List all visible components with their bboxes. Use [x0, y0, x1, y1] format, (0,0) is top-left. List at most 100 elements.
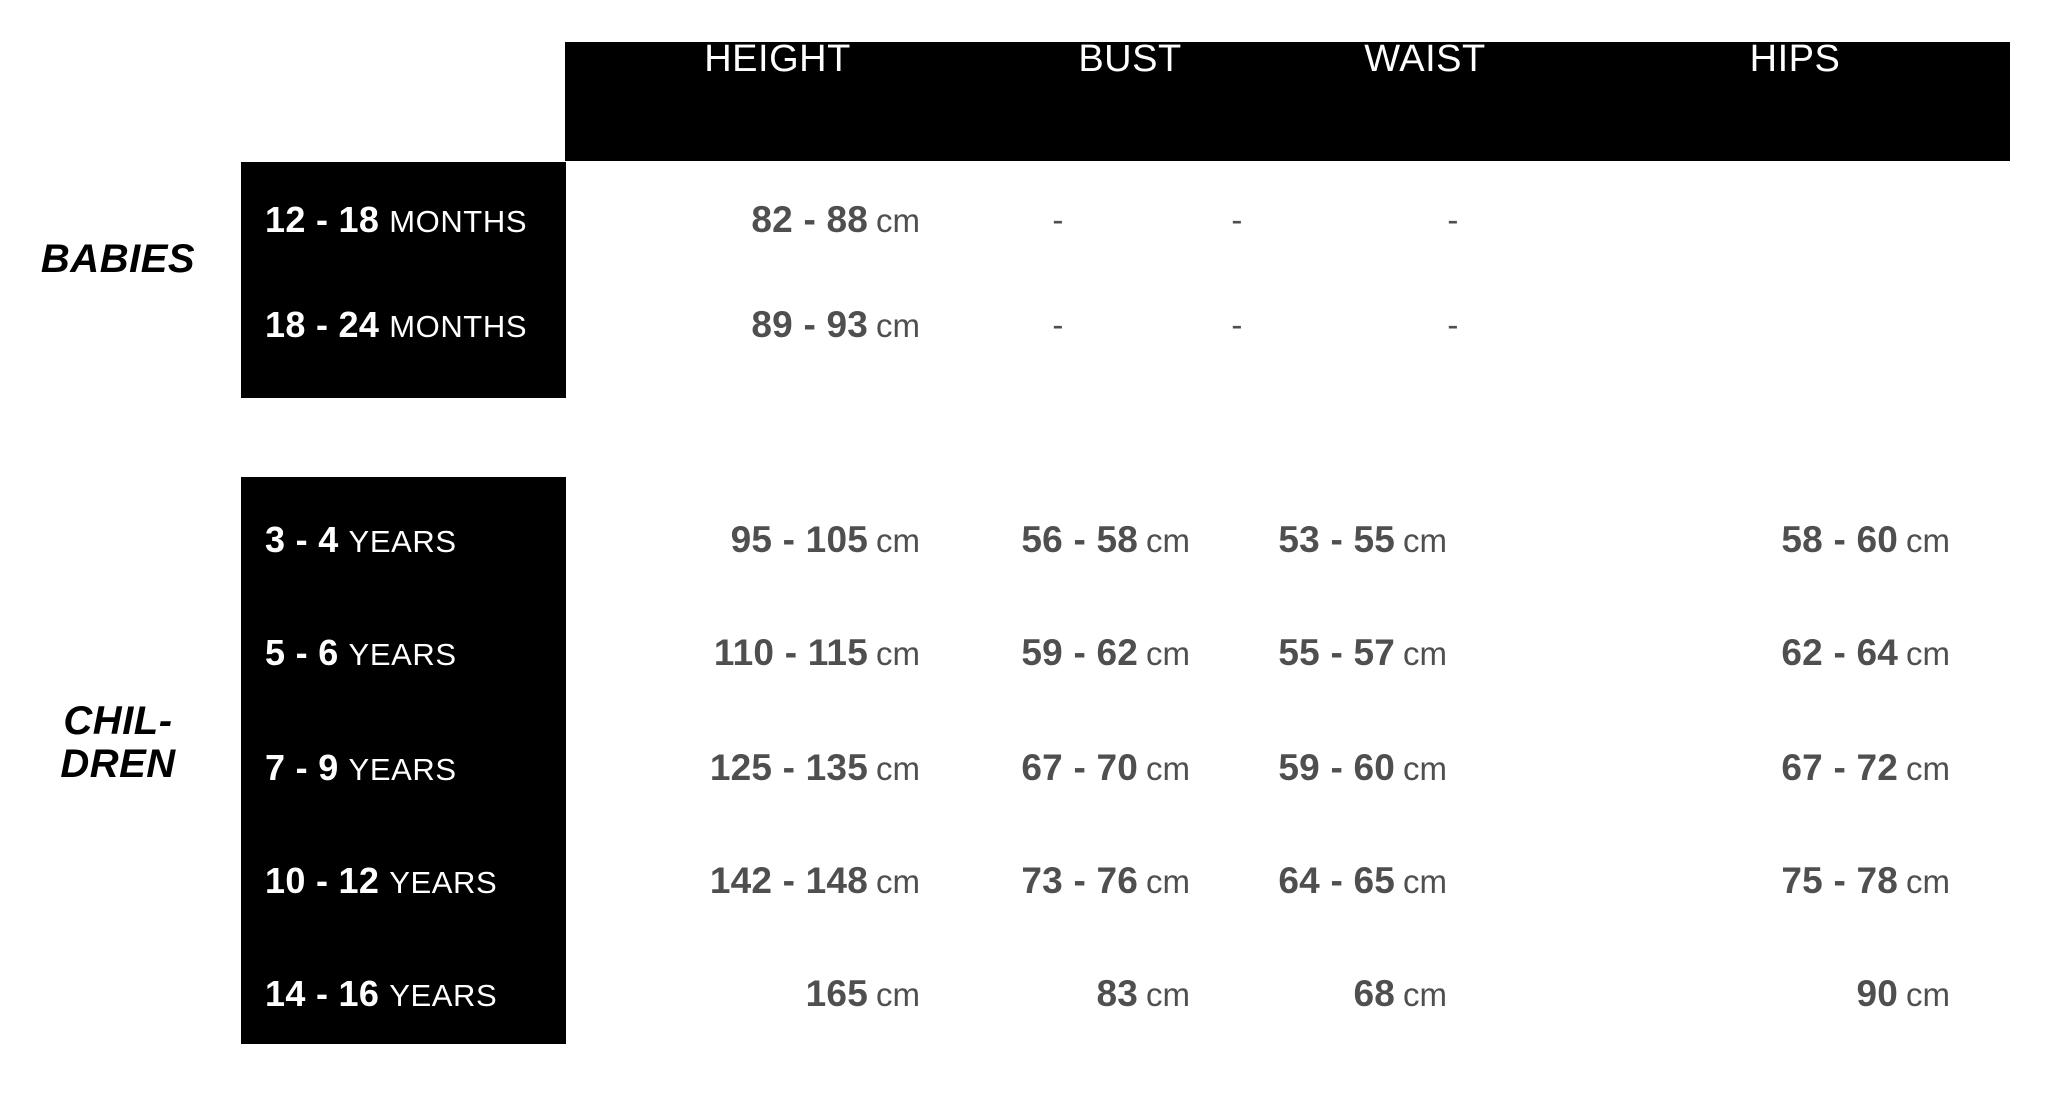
table-header-bar [565, 42, 2010, 161]
data-cell-hips: 75 - 78 cm [1580, 860, 1950, 902]
group-caption-children: CHIL- DREN [60, 699, 176, 787]
data-cell-bust: 56 - 58 cm [990, 519, 1190, 561]
measurement-value: 82 - 88 [751, 199, 868, 240]
measurement-unit: cm [876, 863, 920, 900]
measurement-unit: cm [1403, 863, 1447, 900]
measurement-value: 62 - 64 [1781, 632, 1898, 673]
measurement-value: 110 - 115 [713, 632, 868, 673]
measurement-value: 56 - 58 [1021, 519, 1138, 560]
age-label: 14 - 16 YEARS [265, 973, 497, 1015]
column-header-hips: HIPS [1749, 38, 1841, 80]
data-cell-waist: - [1231, 306, 1242, 344]
measurement-unit: cm [1906, 522, 1950, 559]
measurement-value: 59 - 62 [1021, 632, 1138, 673]
measurement-unit: cm [1403, 635, 1447, 672]
measurement-unit: cm [1403, 522, 1447, 559]
data-cell-hips: 67 - 72 cm [1580, 747, 1950, 789]
measurement-unit: cm [876, 522, 920, 559]
age-label: 3 - 4 YEARS [265, 519, 457, 561]
measurement-unit: cm [876, 635, 920, 672]
measurement-value: 125 - 135 [709, 747, 868, 788]
measurement-unit: cm [1146, 863, 1190, 900]
age-range: 12 - 18 [265, 199, 380, 240]
measurement-value: 58 - 60 [1781, 519, 1898, 560]
data-cell-bust: 67 - 70 cm [990, 747, 1190, 789]
age-label: 7 - 9 YEARS [265, 747, 457, 789]
measurement-unit: cm [1906, 976, 1950, 1013]
measurement-value: 53 - 55 [1278, 519, 1395, 560]
measurement-value: - [1447, 201, 1459, 238]
measurement-value: 68 [1353, 973, 1395, 1014]
data-cell-hips: - [1447, 201, 1458, 239]
measurement-unit: cm [876, 202, 920, 239]
measurement-value: 59 - 60 [1278, 747, 1395, 788]
data-cell-waist: 55 - 57 cm [1270, 632, 1447, 674]
measurement-unit: cm [1906, 863, 1950, 900]
data-cell-hips: 62 - 64 cm [1580, 632, 1950, 674]
age-label: 10 - 12 YEARS [265, 860, 497, 902]
measurement-value: - [1052, 306, 1064, 343]
measurement-value: 142 - 148 [709, 860, 868, 901]
data-cell-bust: 73 - 76 cm [990, 860, 1190, 902]
measurement-unit: cm [1906, 750, 1950, 787]
column-header-bust: BUST [1078, 38, 1182, 80]
data-cell-hips: 58 - 60 cm [1580, 519, 1950, 561]
data-cell-hips: 90 cm [1580, 973, 1950, 1015]
column-header-height: HEIGHT [704, 38, 851, 80]
measurement-value: - [1231, 201, 1243, 238]
measurement-unit: cm [1403, 750, 1447, 787]
data-cell-height: 95 - 105 cm [565, 519, 920, 561]
data-cell-hips: - [1447, 306, 1458, 344]
age-label: 5 - 6 YEARS [265, 632, 457, 674]
data-cell-waist: 64 - 65 cm [1270, 860, 1447, 902]
data-cell-height: 125 - 135 cm [565, 747, 920, 789]
data-cell-height: 89 - 93 cm [565, 304, 920, 346]
measurement-unit: cm [1146, 750, 1190, 787]
measurement-unit: cm [1146, 976, 1190, 1013]
measurement-unit: cm [1146, 635, 1190, 672]
measurement-value: 75 - 78 [1781, 860, 1898, 901]
age-label: 18 - 24 MONTHS [265, 304, 527, 346]
age-range: 18 - 24 [265, 304, 380, 345]
data-cell-waist: 59 - 60 cm [1270, 747, 1447, 789]
measurement-value: 165 [805, 973, 868, 1014]
data-cell-height: 82 - 88 cm [565, 199, 920, 241]
data-cell-bust: 59 - 62 cm [990, 632, 1190, 674]
age-unit: MONTHS [389, 204, 528, 239]
data-cell-waist: - [1231, 201, 1242, 239]
measurement-unit: cm [876, 976, 920, 1013]
measurement-unit: cm [1403, 976, 1447, 1013]
measurement-value: 83 [1096, 973, 1138, 1014]
age-unit: YEARS [389, 865, 498, 900]
group-caption-babies: BABIES [40, 237, 196, 281]
age-unit: MONTHS [389, 309, 528, 344]
age-range: 14 - 16 [265, 973, 380, 1014]
age-unit: YEARS [348, 637, 457, 672]
column-header-waist: WAIST [1364, 38, 1486, 80]
measurement-value: 67 - 72 [1781, 747, 1898, 788]
data-cell-height: 142 - 148 cm [565, 860, 920, 902]
data-cell-bust: - [1052, 306, 1063, 344]
measurement-value: 90 [1856, 973, 1898, 1014]
age-unit: YEARS [348, 524, 457, 559]
measurement-unit: cm [876, 307, 920, 344]
measurement-unit: cm [1146, 522, 1190, 559]
group-block-children [241, 477, 566, 1044]
measurement-value: - [1231, 306, 1243, 343]
age-range: 10 - 12 [265, 860, 380, 901]
data-cell-waist: 68 cm [1270, 973, 1447, 1015]
measurement-unit: cm [1906, 635, 1950, 672]
age-range: 5 - 6 [265, 632, 339, 673]
measurement-value: - [1052, 201, 1064, 238]
measurement-value: - [1447, 306, 1459, 343]
age-unit: YEARS [348, 752, 457, 787]
data-cell-bust: 83 cm [990, 973, 1190, 1015]
measurement-value: 73 - 76 [1021, 860, 1138, 901]
age-label: 12 - 18 MONTHS [265, 199, 527, 241]
age-range: 3 - 4 [265, 519, 339, 560]
age-unit: YEARS [389, 978, 498, 1013]
measurement-value: 64 - 65 [1278, 860, 1395, 901]
data-cell-bust: - [1052, 201, 1063, 239]
age-range: 7 - 9 [265, 747, 339, 788]
